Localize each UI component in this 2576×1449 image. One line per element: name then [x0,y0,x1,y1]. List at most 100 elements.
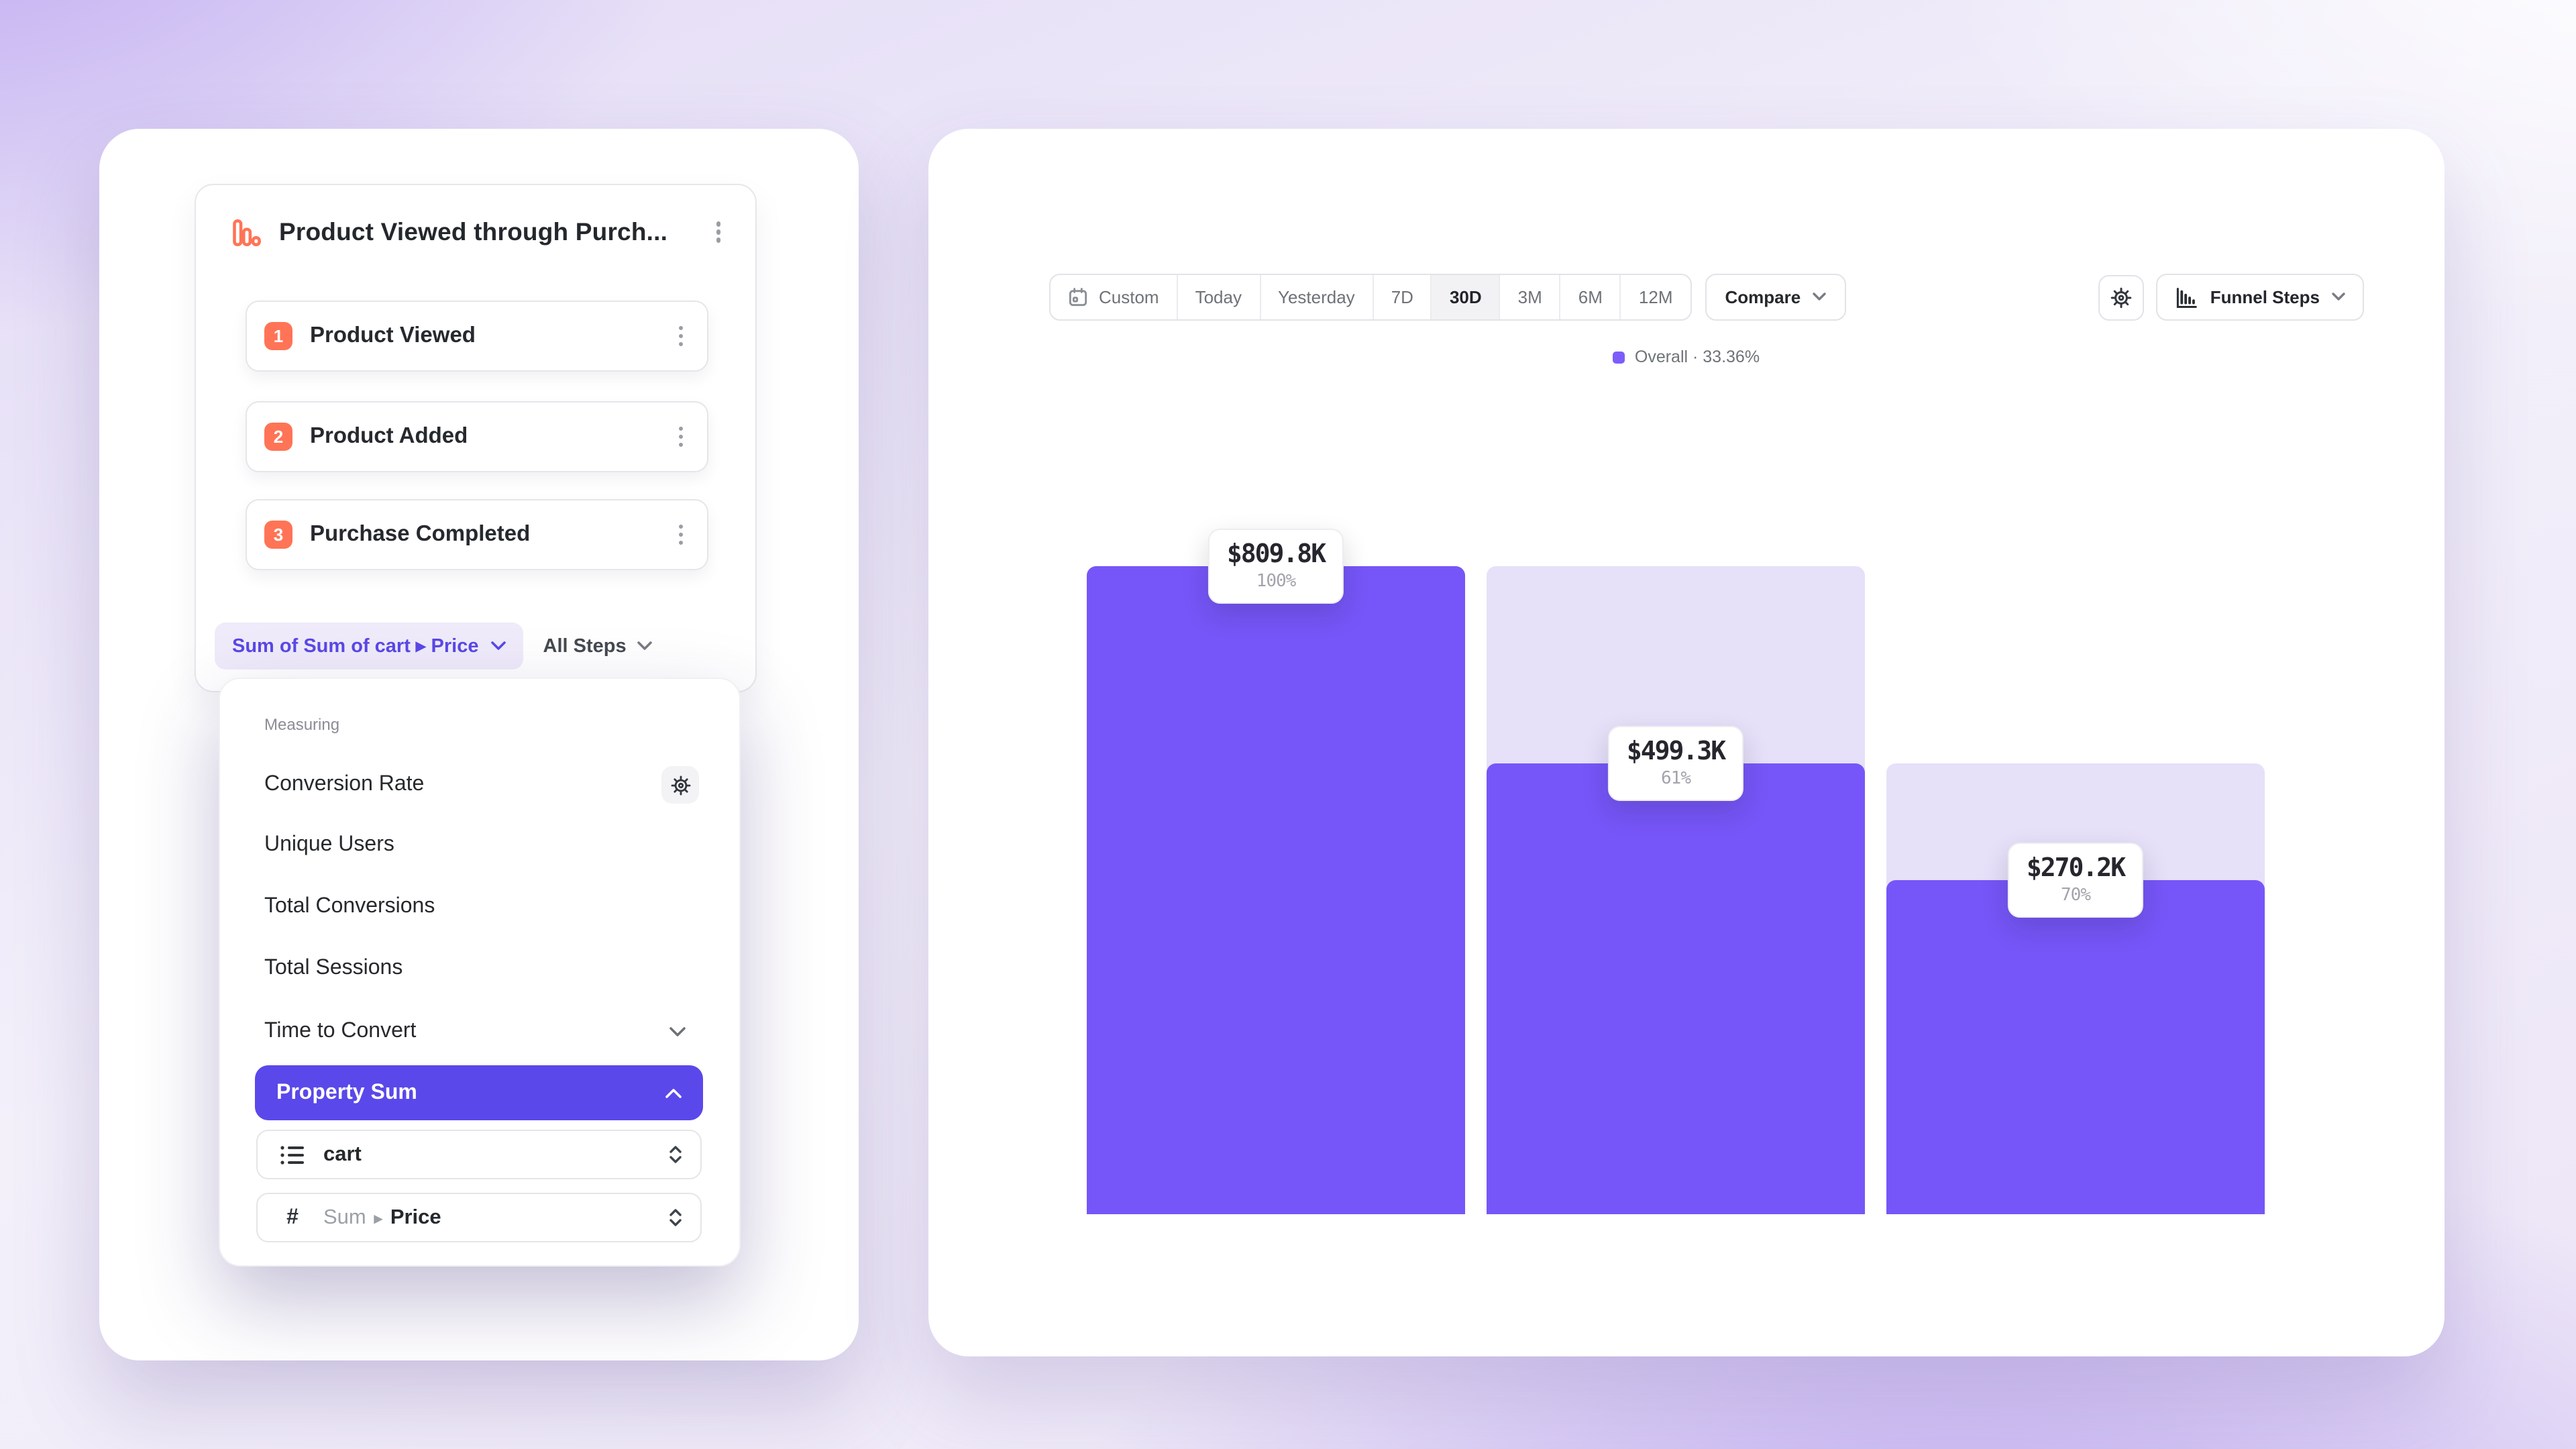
chart-type-selector[interactable]: Funnel Steps [2156,274,2364,321]
all-steps-dropdown[interactable]: All Steps [543,635,652,657]
funnel-bar-chart: $809.8K 100% $499.3K 61% $270.2K 70% [1087,529,2265,1214]
aggregation-select[interactable]: # Sum ▸ Price [256,1193,702,1242]
legend-label: Overall · 33.36% [1634,347,1760,366]
date-range-label: 6M [1578,287,1603,307]
funnel-step-row[interactable]: 2 Product Added [246,401,708,472]
funnel-step-row[interactable]: 1 Product Viewed [246,301,708,372]
calendar-icon [1068,287,1088,307]
property-select[interactable]: cart [256,1130,702,1179]
kebab-menu-icon[interactable] [673,519,688,551]
date-range-label: Today [1195,287,1242,307]
chevron-up-icon [665,1087,682,1098]
bar-percentage: 70% [2061,885,2091,906]
menu-item-total-conversions[interactable]: Total Conversions [220,881,739,932]
gear-icon [2110,285,2134,309]
step-label: Purchase Completed [310,522,531,546]
date-range-label: 3M [1517,287,1542,307]
measurement-dropdown[interactable]: Sum of Sum of cart ▸ Price [215,623,523,669]
date-range-segment[interactable]: 7D [1374,275,1432,319]
funnel-bar-product-added: $499.3K 61% [1487,566,1865,1214]
select-updown-icon [669,1146,682,1163]
step-number-badge: 2 [264,423,292,451]
select-updown-icon [669,1209,682,1226]
funnel-builder-panel: Product Viewed through Purch... 1 Produc… [99,129,859,1360]
date-range-label: 7D [1391,287,1413,307]
legend-swatch [1613,351,1625,363]
chart-legend: Overall · 33.36% [928,347,2445,366]
compare-button[interactable]: Compare [1705,274,1847,321]
menu-item-label: Total Sessions [264,957,403,979]
bar-percentage: 100% [1256,572,1297,592]
date-range-segment[interactable]: Yesterday [1260,275,1374,319]
chevron-down-icon [1813,292,1826,302]
funnel-bar-chart-icon [229,215,263,249]
menu-item-conversion-rate[interactable]: Conversion Rate [220,759,739,810]
bar-converted-segment[interactable] [1886,879,2265,1214]
legend-item-overall[interactable]: Overall · 33.36% [1613,347,1760,366]
funnel-header: Product Viewed through Purch... [229,212,726,252]
date-range-control: Custom Today Yesterday 7D 30D 3M 6M 12M [1049,274,1692,321]
date-range-segment[interactable]: 12M [1621,275,1690,319]
bar-percentage: 61% [1661,768,1691,789]
funnel-bars-icon [2176,286,2198,308]
all-steps-label: All Steps [543,635,627,657]
step-number-badge: 1 [264,322,292,350]
funnel-step-row[interactable]: 3 Purchase Completed [246,499,708,570]
date-range-label: Custom [1099,287,1159,307]
chevron-down-icon [2332,292,2345,302]
menu-item-label: Total Conversions [264,895,435,918]
bar-value-tooltip: $809.8K 100% [1208,529,1344,604]
date-range-segment[interactable]: 30D [1432,275,1501,319]
date-range-segment[interactable]: Today [1178,275,1260,319]
bar-value: $809.8K [1226,539,1326,569]
funnel-title: Product Viewed through Purch... [279,217,668,246]
chart-settings-button[interactable] [2098,274,2145,320]
measurement-row: Sum of Sum of cart ▸ Price All Steps [215,623,737,669]
aggregation-prefix: Sum [323,1205,366,1228]
bar-value: $499.3K [1626,736,1726,766]
aggregation-select-value: Sum ▸ Price [323,1205,441,1230]
chart-panel: Custom Today Yesterday 7D 30D 3M 6M 12M … [928,129,2445,1356]
chevron-down-icon [637,641,652,651]
step-number-badge: 3 [264,521,292,549]
list-icon [280,1144,305,1165]
chart-toolbar: Custom Today Yesterday 7D 30D 3M 6M 12M … [1049,274,2364,321]
menu-section-label: Measuring [264,715,340,734]
measurement-label: Sum of Sum of cart ▸ Price [232,635,479,657]
date-range-segment[interactable]: Custom [1051,275,1178,319]
menu-item-label: Time to Convert [264,1020,417,1042]
bar-value-tooltip: $499.3K 61% [1607,725,1744,801]
kebab-menu-icon[interactable] [673,321,688,352]
compare-label: Compare [1725,287,1801,307]
funnel-bar-purchase-completed: $270.2K 70% [1886,566,2265,1214]
measuring-menu: Measuring Conversion Rate Unique Users T… [219,678,741,1267]
menu-item-property-sum-selected[interactable]: Property Sum [255,1065,703,1120]
step-label: Product Viewed [310,323,476,347]
date-range-segment[interactable]: 6M [1561,275,1621,319]
chevron-down-icon [490,641,506,651]
aggregation-property: Price [390,1205,441,1228]
funnel-definition-card: Product Viewed through Purch... 1 Produc… [195,184,757,692]
breadcrumb-arrow: ▸ [374,1208,382,1227]
date-range-segment[interactable]: 3M [1501,275,1561,319]
menu-item-time-to-convert[interactable]: Time to Convert [220,1006,739,1057]
bar-value: $270.2K [2026,853,2126,883]
property-select-value: cart [323,1142,362,1165]
step-label: Product Added [310,424,468,448]
bar-converted-segment[interactable] [1487,763,1865,1214]
menu-item-label: Property Sum [276,1081,417,1104]
date-range-label: Yesterday [1278,287,1355,307]
chevron-down-icon [669,1026,686,1037]
menu-item-total-sessions[interactable]: Total Sessions [220,943,739,994]
kebab-menu-icon[interactable] [710,217,726,248]
kebab-menu-icon[interactable] [673,421,688,453]
menu-item-label: Conversion Rate [264,773,425,796]
menu-item-label: Unique Users [264,833,394,856]
bar-value-tooltip: $270.2K 70% [2007,842,2144,918]
menu-item-unique-users[interactable]: Unique Users [220,820,739,871]
bar-converted-segment[interactable] [1087,566,1465,1214]
date-range-label: 30D [1449,287,1482,307]
gear-icon[interactable] [661,766,699,804]
chart-type-label: Funnel Steps [2210,287,2320,307]
